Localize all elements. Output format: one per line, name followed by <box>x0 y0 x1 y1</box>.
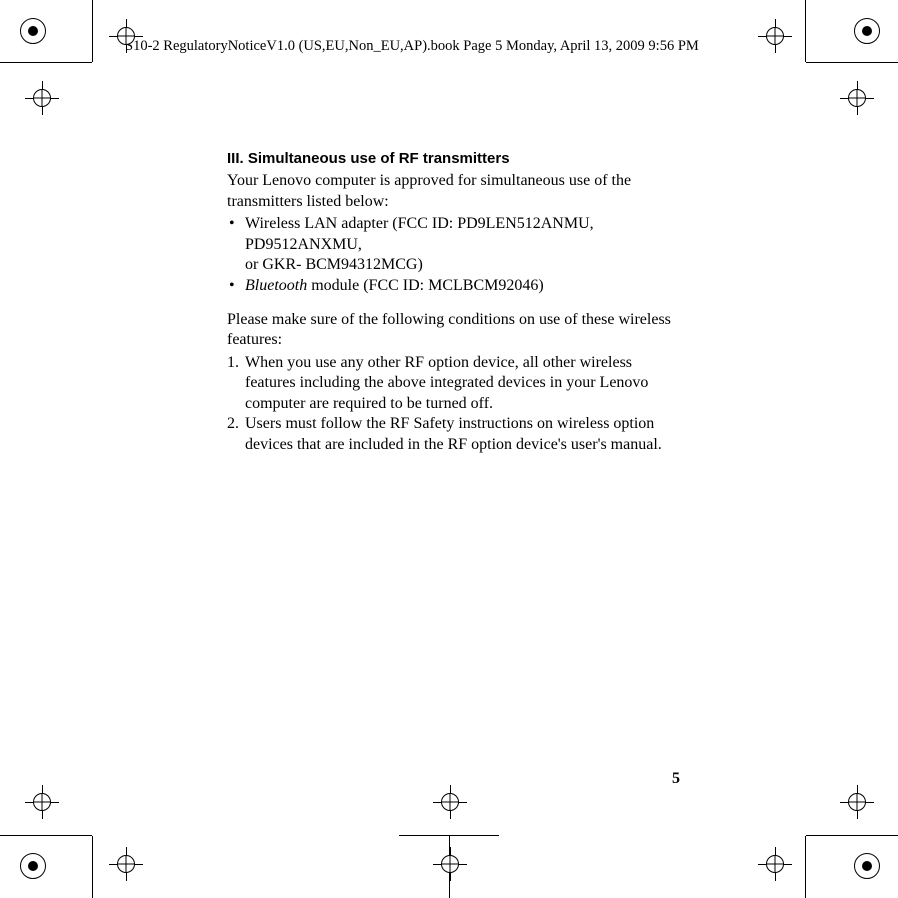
crosshair-mark-icon <box>758 847 792 881</box>
document-body: III. Simultaneous use of RF transmitters… <box>227 149 682 455</box>
crosshair-mark-icon <box>433 847 467 881</box>
list-item: Wireless LAN adapter (FCC ID: PD9LEN512A… <box>227 214 682 275</box>
crosshair-mark-icon <box>109 19 143 53</box>
list-item-text: Wireless LAN adapter (FCC ID: PD9LEN512A… <box>245 215 594 252</box>
document-header-path: S10-2 RegulatoryNoticeV1.0 (US,EU,Non_EU… <box>125 38 699 55</box>
list-item-text: module (FCC ID: MCLBCM92046) <box>307 277 543 294</box>
list-item: Bluetooth module (FCC ID: MCLBCM92046) <box>227 276 682 296</box>
crop-line <box>92 0 93 62</box>
list-number: 1. <box>227 353 239 373</box>
list-item-text: Users must follow the RF Safety instruct… <box>245 415 662 452</box>
crop-line <box>806 62 898 63</box>
crosshair-mark-icon <box>25 81 59 115</box>
crop-line <box>805 836 806 898</box>
crop-line <box>0 62 92 63</box>
crop-line <box>806 835 898 836</box>
crosshair-mark-icon <box>433 785 467 819</box>
crosshair-mark-icon <box>840 785 874 819</box>
conditions-intro: Please make sure of the following condit… <box>227 310 682 351</box>
list-number: 2. <box>227 414 239 434</box>
crosshair-mark-icon <box>25 785 59 819</box>
page-number: 5 <box>672 770 680 788</box>
transmitter-list: Wireless LAN adapter (FCC ID: PD9LEN512A… <box>227 214 682 296</box>
registration-mark-icon <box>20 853 46 879</box>
crop-line <box>0 835 92 836</box>
crosshair-mark-icon <box>109 847 143 881</box>
conditions-list: 1. When you use any other RF option devic… <box>227 353 682 455</box>
crop-line <box>805 0 806 62</box>
registration-mark-icon <box>854 18 880 44</box>
list-item-italic: Bluetooth <box>245 277 307 294</box>
registration-mark-icon <box>854 853 880 879</box>
list-item-text: or GKR- BCM94312MCG) <box>245 256 423 273</box>
crop-line <box>92 836 93 898</box>
crosshair-mark-icon <box>840 81 874 115</box>
registration-mark-icon <box>20 18 46 44</box>
list-item: 1. When you use any other RF option devic… <box>227 353 682 414</box>
intro-text: Your Lenovo computer is approved for sim… <box>227 171 682 212</box>
section-heading: III. Simultaneous use of RF transmitters <box>227 149 682 168</box>
list-item-text: When you use any other RF option device,… <box>245 354 648 412</box>
list-item: 2. Users must follow the RF Safety instru… <box>227 414 682 455</box>
crosshair-mark-icon <box>758 19 792 53</box>
